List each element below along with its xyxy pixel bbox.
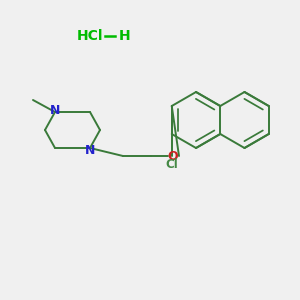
Text: H: H (119, 29, 131, 43)
Text: N: N (85, 143, 95, 157)
Text: O: O (168, 149, 178, 163)
Text: HCl: HCl (77, 29, 103, 43)
Text: N: N (50, 103, 60, 116)
Text: Cl: Cl (165, 158, 178, 170)
